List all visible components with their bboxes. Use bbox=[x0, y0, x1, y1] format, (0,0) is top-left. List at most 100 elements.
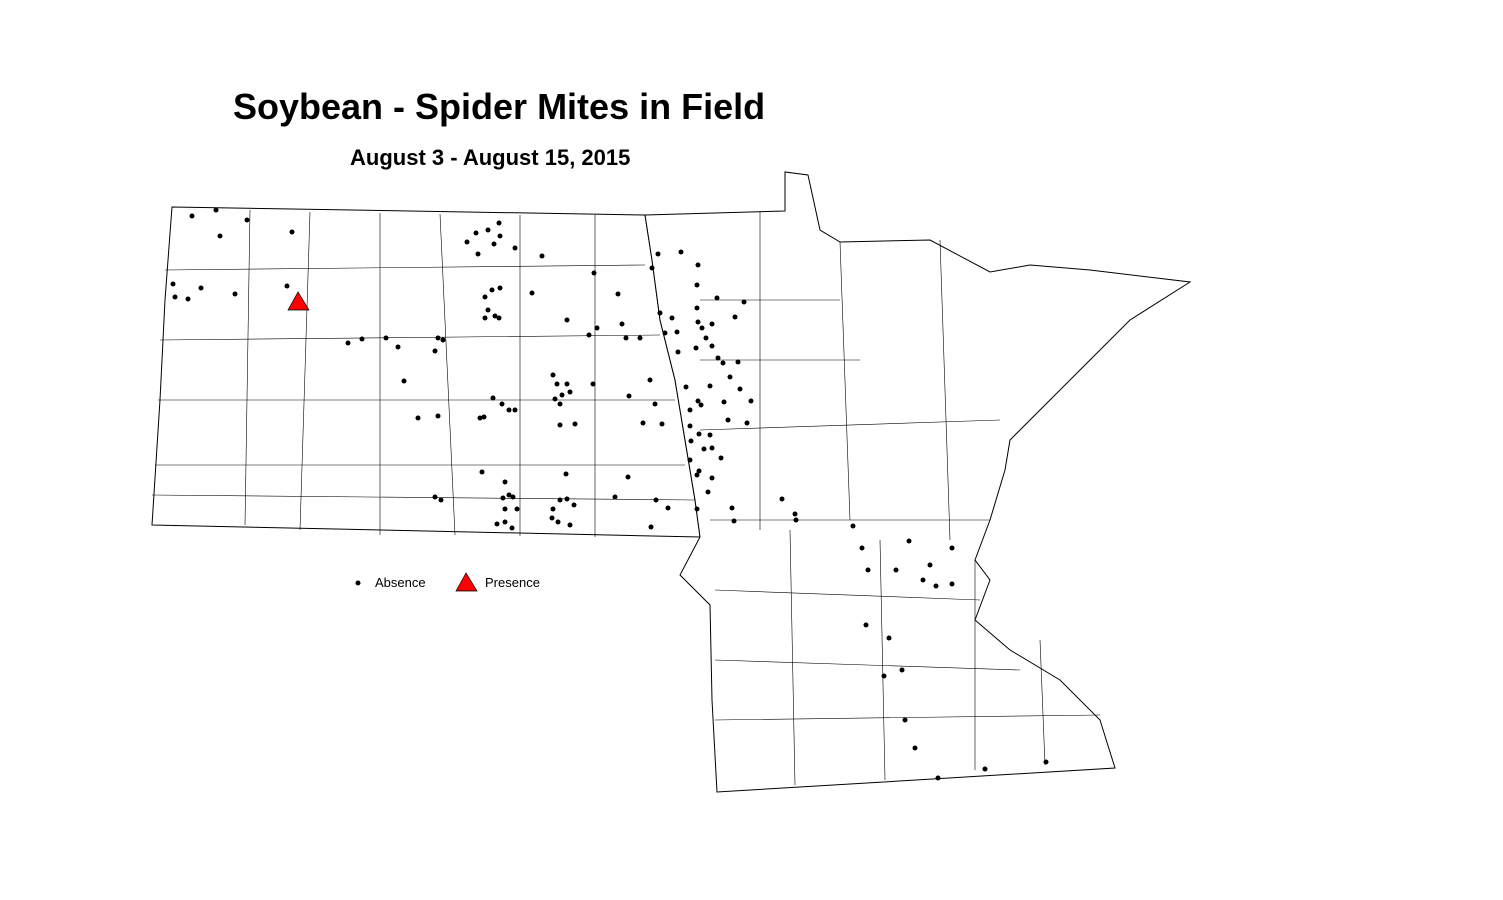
absence-point bbox=[485, 227, 491, 233]
absence-point bbox=[665, 505, 671, 511]
absence-point bbox=[494, 521, 500, 527]
absence-point bbox=[699, 325, 705, 331]
absence-point bbox=[232, 291, 238, 297]
absence-point bbox=[732, 314, 738, 320]
absence-point bbox=[748, 398, 754, 404]
absence-point bbox=[497, 285, 503, 291]
region-outline-west bbox=[151, 206, 701, 538]
absence-point bbox=[244, 217, 250, 223]
absence-point bbox=[473, 230, 479, 236]
absence-point bbox=[731, 518, 737, 524]
absence-point bbox=[626, 393, 632, 399]
absence-point bbox=[779, 496, 785, 502]
absence-point bbox=[401, 378, 407, 384]
absence-point bbox=[289, 229, 295, 235]
absence-point bbox=[696, 468, 702, 474]
absence-point bbox=[432, 348, 438, 354]
absence-point bbox=[529, 290, 535, 296]
absence-point bbox=[893, 567, 899, 573]
county-boundary bbox=[839, 241, 851, 521]
absence-point bbox=[284, 283, 290, 289]
absence-point bbox=[678, 249, 684, 255]
absence-point bbox=[735, 359, 741, 365]
absence-point bbox=[490, 395, 496, 401]
absence-point bbox=[741, 299, 747, 305]
absence-point bbox=[902, 717, 908, 723]
absence-point bbox=[619, 321, 625, 327]
absence-point bbox=[623, 335, 629, 341]
absence-point bbox=[479, 469, 485, 475]
absence-point bbox=[912, 745, 918, 751]
absence-point bbox=[475, 251, 481, 257]
absence-point bbox=[949, 581, 955, 587]
absence-point bbox=[496, 220, 502, 226]
absence-point bbox=[793, 517, 799, 523]
absence-point bbox=[550, 506, 556, 512]
county-boundary bbox=[714, 589, 981, 601]
absence-point bbox=[695, 319, 701, 325]
absence-point bbox=[383, 335, 389, 341]
absence-point bbox=[492, 313, 498, 319]
county-boundary bbox=[789, 529, 796, 786]
absence-point bbox=[359, 336, 365, 342]
absence-point bbox=[432, 494, 438, 500]
absence-point bbox=[502, 479, 508, 485]
absence-point bbox=[185, 296, 191, 302]
absence-point bbox=[687, 407, 693, 413]
absence-point bbox=[564, 496, 570, 502]
absence-point bbox=[506, 407, 512, 413]
absence-point bbox=[572, 421, 578, 427]
absence-point bbox=[935, 775, 941, 781]
absence-point bbox=[438, 497, 444, 503]
absence-point bbox=[217, 233, 223, 239]
absence-point bbox=[395, 344, 401, 350]
absence-point bbox=[982, 766, 988, 772]
county-boundary bbox=[299, 211, 311, 531]
absence-point bbox=[564, 317, 570, 323]
absence-point bbox=[659, 421, 665, 427]
absence-point bbox=[615, 291, 621, 297]
absence-point bbox=[863, 622, 869, 628]
absence-point bbox=[906, 538, 912, 544]
absence-point bbox=[594, 325, 600, 331]
county-boundary bbox=[939, 239, 951, 541]
absence-point bbox=[655, 251, 661, 257]
legend-absence-label: Absence bbox=[375, 575, 426, 590]
state-outlines bbox=[151, 171, 1192, 793]
legend-presence-label: Presence bbox=[485, 575, 540, 590]
absence-point bbox=[675, 349, 681, 355]
absence-point bbox=[694, 506, 700, 512]
absence-point bbox=[718, 455, 724, 461]
absence-point bbox=[555, 519, 561, 525]
absence-point bbox=[720, 360, 726, 366]
absence-point bbox=[512, 245, 518, 251]
absence-point bbox=[933, 583, 939, 589]
absence-point bbox=[435, 335, 441, 341]
absence-point bbox=[506, 492, 512, 498]
absence-point bbox=[705, 489, 711, 495]
county-lines bbox=[151, 209, 1101, 786]
absence-point bbox=[415, 415, 421, 421]
absence-point bbox=[693, 345, 699, 351]
absence-point bbox=[198, 285, 204, 291]
absence-point bbox=[491, 241, 497, 247]
absence-point bbox=[709, 321, 715, 327]
absence-point bbox=[559, 392, 565, 398]
county-boundary bbox=[1039, 639, 1046, 766]
absence-point bbox=[683, 384, 689, 390]
absence-point bbox=[482, 294, 488, 300]
absence-point bbox=[721, 399, 727, 405]
absence-point bbox=[435, 413, 441, 419]
legend-presence-symbol bbox=[455, 572, 478, 592]
absence-point bbox=[567, 389, 573, 395]
absence-point bbox=[709, 445, 715, 451]
absence-point bbox=[694, 305, 700, 311]
county-boundary bbox=[151, 494, 696, 501]
absence-point bbox=[550, 372, 556, 378]
absence-point bbox=[557, 401, 563, 407]
absence-point bbox=[669, 315, 675, 321]
county-boundary bbox=[159, 334, 661, 341]
absence-point bbox=[729, 505, 735, 511]
absence-point bbox=[920, 577, 926, 583]
absence-point bbox=[695, 262, 701, 268]
